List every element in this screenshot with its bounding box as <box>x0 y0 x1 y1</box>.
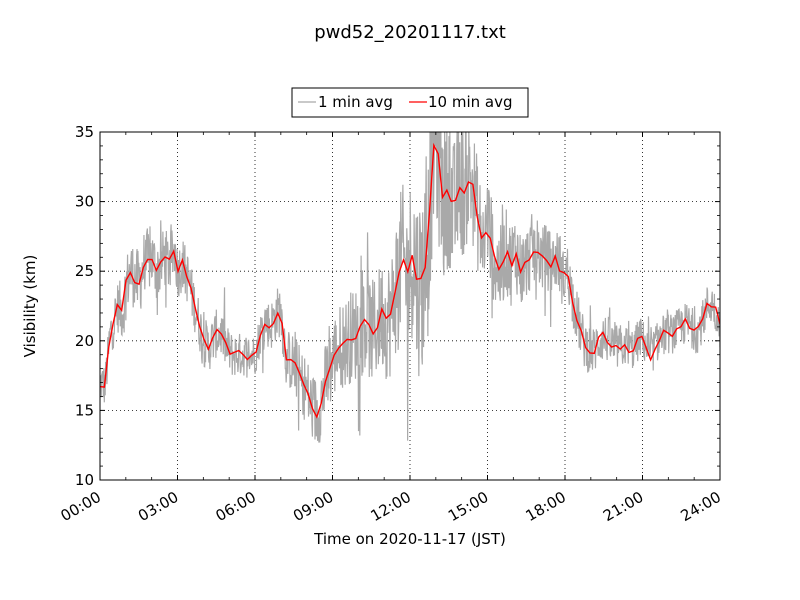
y-tick-label: 25 <box>75 262 94 280</box>
legend-label-10min: 10 min avg <box>428 93 513 111</box>
x-tick-label: 24:00 <box>678 488 724 525</box>
y-tick-labels: 10 15 20 25 30 35 <box>75 123 94 489</box>
x-tick-label: 12:00 <box>368 488 414 525</box>
y-tick-label: 15 <box>75 401 94 419</box>
x-tick-label: 18:00 <box>523 488 569 525</box>
x-axis-label: Time on 2020-11-17 (JST) <box>313 530 506 548</box>
x-tick-label: 09:00 <box>290 488 336 525</box>
chart-title: pwd52_20201117.txt <box>314 22 506 43</box>
series-layer <box>100 132 720 443</box>
y-tick-label: 20 <box>75 332 94 350</box>
series-10min-avg-line <box>100 142 720 419</box>
legend-label-1min: 1 min avg <box>318 93 393 111</box>
x-tick-labels: 00:00 03:00 06:00 09:00 12:00 15:00 18:00 21:00… <box>58 488 724 525</box>
y-tick-label: 35 <box>75 123 94 141</box>
y-tick-label: 30 <box>75 193 94 211</box>
y-tick-label: 10 <box>75 471 94 489</box>
legend: 1 min avg 10 min avg <box>291 87 529 118</box>
y-axis-label: Visibility (km) <box>21 255 39 358</box>
x-tick-label: 03:00 <box>135 488 181 525</box>
x-tick-label: 21:00 <box>600 488 646 525</box>
axis-ticks <box>99 131 721 481</box>
x-tick-label: 06:00 <box>213 488 259 525</box>
x-tick-label: 15:00 <box>445 488 491 525</box>
x-tick-label: 00:00 <box>58 488 104 525</box>
